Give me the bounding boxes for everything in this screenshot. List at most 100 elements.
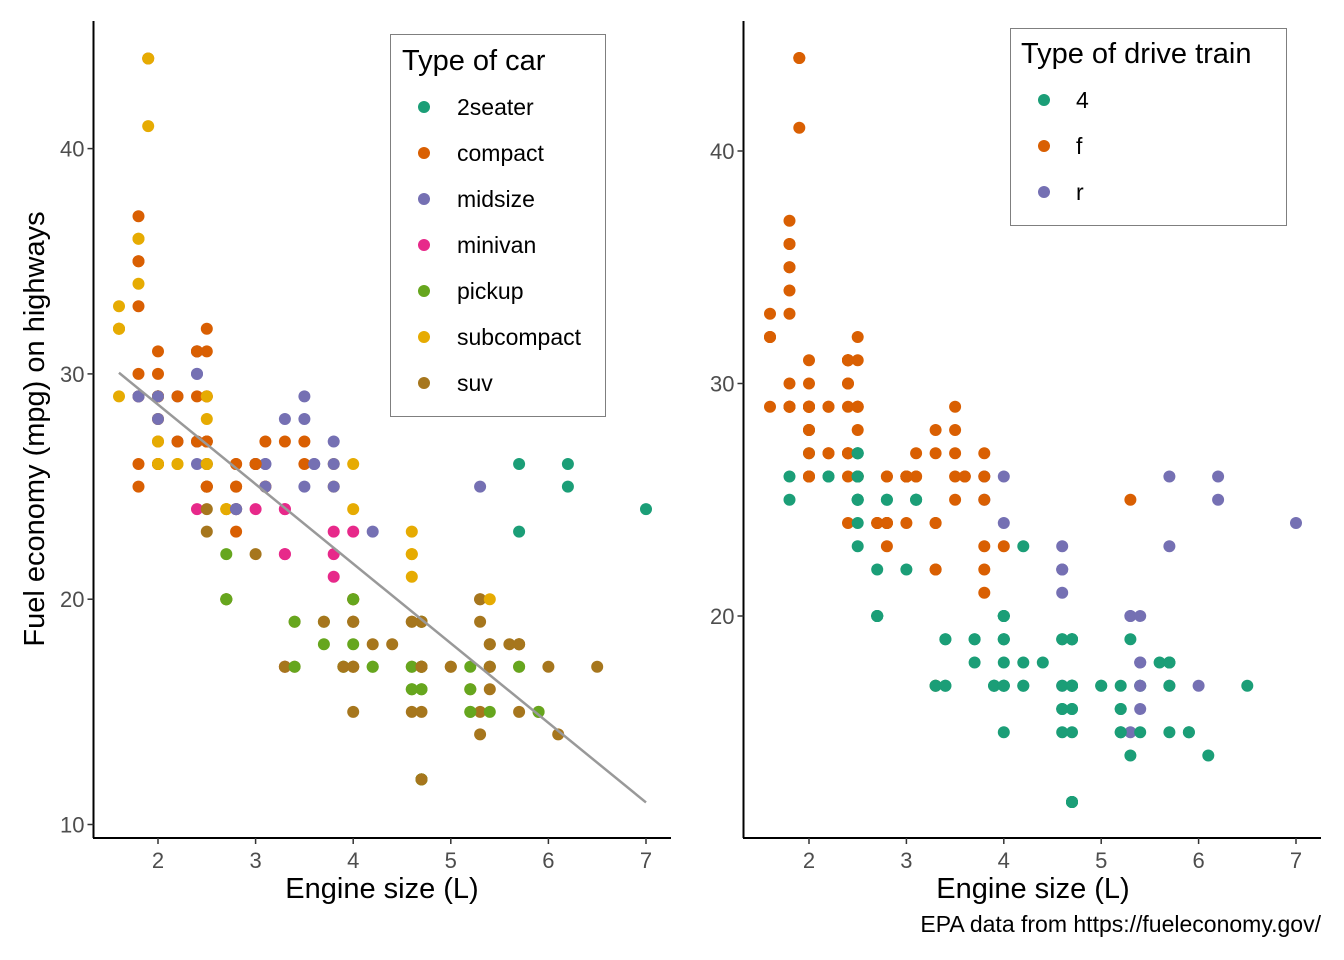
data-point-compact [152, 367, 164, 380]
data-point-midsize [278, 413, 291, 425]
data-point-suv [503, 638, 516, 651]
data-point-f [929, 424, 942, 436]
data-point-f [851, 424, 864, 436]
data-point-2seater [561, 458, 574, 470]
data-point-suv [347, 660, 360, 673]
data-point-4 [1163, 656, 1176, 669]
data-point-4 [997, 633, 1010, 646]
x-tick-label: 4 [998, 848, 1010, 873]
data-point-subcompact [200, 413, 213, 425]
data-point-suv [444, 660, 457, 673]
left-y-axis-title: Fuel economy (mpg) on highways [19, 211, 51, 646]
x-tick-label: 3 [900, 848, 912, 873]
data-point-4 [851, 493, 864, 506]
data-point-subcompact [142, 52, 155, 65]
data-point-minivan [249, 503, 262, 516]
data-point-f [783, 214, 796, 227]
data-point-midsize [191, 367, 203, 380]
data-point-subcompact [113, 300, 125, 313]
data-point-suv [415, 705, 428, 718]
data-point-pickup [347, 638, 360, 651]
data-point-f [880, 540, 893, 553]
data-point-pickup [405, 660, 418, 673]
data-point-pickup [347, 593, 360, 606]
data-point-4 [851, 517, 864, 529]
legend-box [1010, 28, 1287, 226]
data-point-suv [415, 773, 428, 786]
legend-label: subcompact [457, 324, 582, 350]
data-point-4 [1095, 679, 1108, 692]
legend-label: pickup [457, 278, 523, 304]
panel-car-type: 2 3 4 5 6 7 10 20 30 40 Engine size (L) Fuel eco… [19, 21, 671, 905]
data-point-4 [997, 656, 1010, 669]
data-point-f [958, 470, 971, 483]
data-point-suv [591, 660, 604, 673]
data-point-f [803, 470, 815, 483]
data-point-r [1124, 610, 1137, 622]
data-point-r [1134, 656, 1147, 669]
data-point-midsize [327, 435, 340, 448]
data-point-suv [552, 728, 565, 741]
data-point-f [851, 354, 864, 367]
data-point-subcompact [405, 570, 418, 583]
data-point-f [949, 470, 962, 483]
data-point-minivan [327, 570, 340, 583]
data-point-r [1056, 540, 1069, 553]
data-point-4 [822, 470, 835, 483]
data-point-f [803, 447, 815, 460]
data-point-f [842, 354, 854, 367]
data-point-f [871, 517, 884, 529]
data-point-pickup [464, 660, 477, 673]
data-point-f [900, 517, 913, 529]
data-point-compact [132, 480, 145, 493]
legend-label: 2seater [457, 94, 534, 120]
data-point-4 [851, 447, 864, 460]
data-point-4 [871, 610, 884, 622]
data-point-4 [1114, 726, 1127, 739]
data-point-f [793, 121, 806, 134]
data-point-suv [278, 660, 291, 673]
data-point-subcompact [347, 503, 360, 516]
data-point-subcompact [405, 548, 418, 561]
data-point-suv [366, 638, 379, 651]
data-point-subcompact [200, 458, 213, 470]
data-point-f [929, 447, 942, 460]
data-point-4 [871, 563, 884, 576]
data-point-midsize [298, 480, 311, 493]
legend-entry-f: f [1038, 133, 1083, 159]
data-point-subcompact [113, 390, 125, 403]
data-point-4 [1124, 749, 1137, 762]
y-tick-label: 20 [60, 587, 84, 612]
data-point-4 [997, 726, 1010, 739]
legend-entry-r: r [1038, 179, 1084, 205]
data-point-4 [851, 540, 864, 553]
data-point-4 [1066, 633, 1078, 646]
data-point-compact [278, 435, 291, 448]
legend-title: Type of car [402, 45, 546, 77]
data-point-4 [1056, 679, 1069, 692]
data-point-f [803, 354, 815, 367]
data-point-f [978, 493, 991, 506]
legend-entry-subcompact: subcompact [418, 324, 582, 350]
data-point-f [822, 400, 835, 413]
data-point-4 [1017, 679, 1030, 692]
data-point-midsize [298, 413, 311, 425]
y-tick-label: 40 [60, 137, 84, 162]
data-point-pickup [415, 683, 428, 696]
legend-entry-2seater: 2seater [418, 94, 534, 120]
data-point-midsize [327, 480, 340, 493]
data-point-pickup [220, 593, 233, 606]
right-points-layer [764, 52, 1302, 808]
data-point-r [1134, 679, 1147, 692]
data-point-r [1212, 493, 1225, 506]
data-point-f [783, 400, 796, 413]
data-point-suv [415, 615, 428, 628]
legend-key-dot [418, 239, 430, 251]
data-point-4 [1066, 679, 1078, 692]
data-point-f [842, 470, 854, 483]
data-point-4 [1056, 633, 1069, 646]
legend-label: f [1076, 133, 1083, 159]
data-point-suv [474, 615, 487, 628]
data-point-4 [968, 656, 981, 669]
legend-key-dot [418, 285, 430, 297]
